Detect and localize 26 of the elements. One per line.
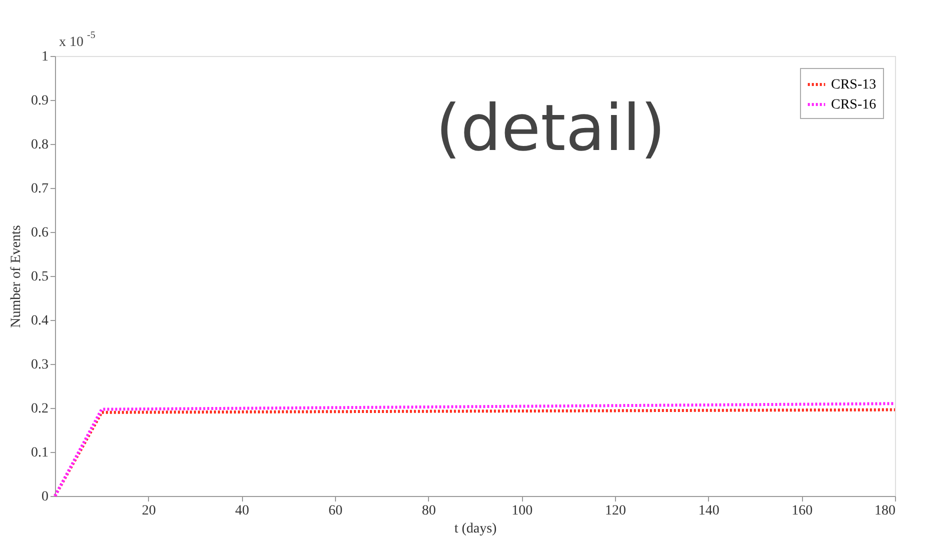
y-tick-label: 0.7	[31, 182, 48, 196]
annotation: (detail)	[436, 92, 666, 166]
y-tick-label: 1	[42, 50, 48, 64]
y-tick-label: 0.6	[31, 226, 48, 240]
x-axis-title: t (days)	[454, 522, 498, 536]
text: x 10-5	[59, 30, 96, 50]
x-tick-label: 40	[235, 504, 250, 518]
y-tick-label: 0.8	[31, 138, 48, 152]
y-tick-label: 0.3	[31, 358, 48, 372]
x-tick-label: 180	[874, 504, 896, 518]
x-tick-label: 80	[422, 504, 436, 518]
y-tick-label: 0.5	[31, 270, 48, 284]
x-tick-label: 100	[512, 504, 533, 518]
y-tick-label: 0.4	[31, 314, 48, 328]
x-tick-label: 120	[605, 504, 626, 518]
x-tick-label: 140	[698, 504, 720, 518]
y-tick-label: 0.1	[31, 446, 48, 460]
x-tick-label: 60	[328, 504, 342, 518]
y-tick-label: 0.9	[31, 94, 48, 108]
x-tick-label: 20	[142, 504, 156, 518]
x-tick-label: 160	[792, 504, 813, 518]
y-tick-label: 0.2	[31, 402, 48, 416]
legend-label: CRS-16	[831, 98, 876, 112]
legend-label: CRS-13	[831, 78, 876, 92]
y-axis-title: Number of Events	[9, 225, 24, 328]
y-tick-label: 0	[42, 490, 48, 504]
